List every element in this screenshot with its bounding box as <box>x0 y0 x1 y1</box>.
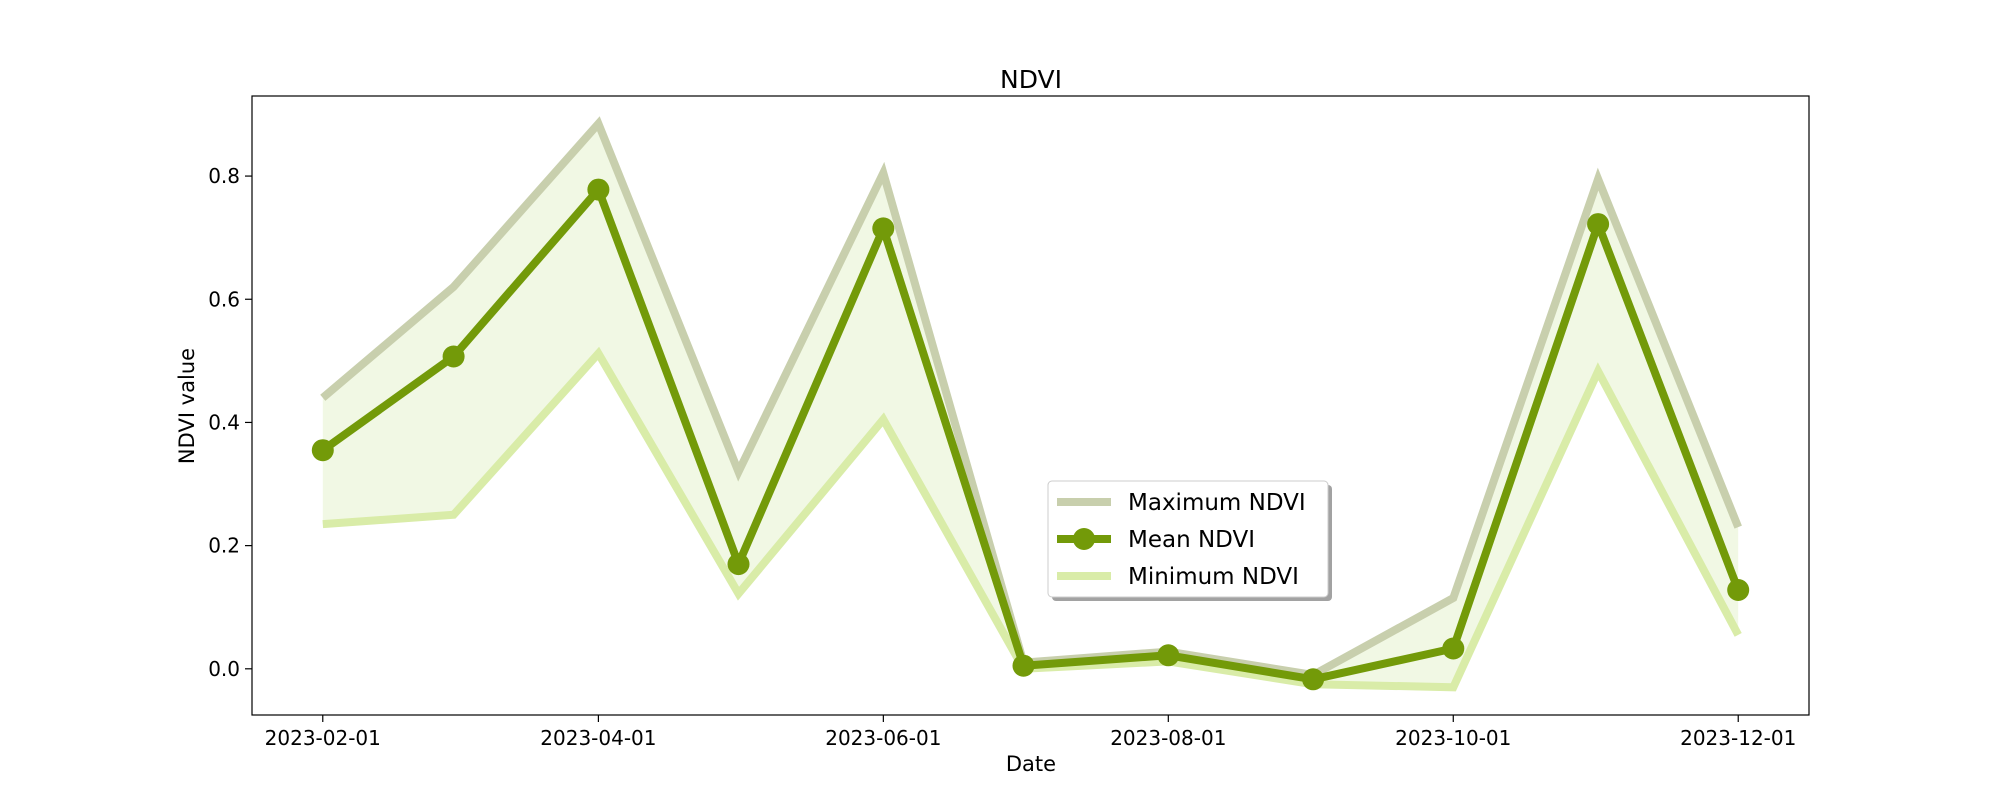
mean-ndvi-point <box>587 178 610 201</box>
legend: Maximum NDVI Mean NDVI Minimum NDVI <box>1047 480 1332 601</box>
y-axis-label: NDVI value <box>175 348 199 464</box>
mean-ndvi-point <box>727 553 750 576</box>
y-tick-label: 0.4 <box>208 410 240 434</box>
plot-frame <box>251 95 1810 716</box>
y-axis: 0.0 0.2 0.4 0.6 0.8 <box>208 164 252 681</box>
legend-box <box>1047 480 1329 598</box>
mean-ndvi-point <box>1727 579 1750 601</box>
mean-ndvi-point <box>442 345 465 368</box>
legend-label-maximum-ndvi: Maximum NDVI <box>1128 490 1306 516</box>
mean-ndvi-point <box>1587 213 1610 236</box>
x-tick-label: 2023-04-01 <box>540 726 656 750</box>
y-tick-label: 0.8 <box>208 164 240 188</box>
x-tick-label: 2023-10-01 <box>1395 726 1511 750</box>
x-tick-label: 2023-06-01 <box>825 726 941 750</box>
mean-ndvi-point <box>872 217 895 240</box>
mean-ndvi-point <box>1302 668 1325 691</box>
mean-ndvi-point <box>1442 637 1465 660</box>
x-axis-label: Date <box>1006 752 1056 776</box>
y-tick-label: 0.0 <box>208 657 240 681</box>
legend-label-mean-ndvi: Mean NDVI <box>1128 527 1255 553</box>
legend-marker-mean-ndvi <box>1073 528 1095 550</box>
x-axis: 2023-02-01 2023-04-01 2023-06-01 2023-08-01… <box>265 715 1796 750</box>
x-tick-label: 2023-08-01 <box>1110 726 1226 750</box>
plot-area <box>311 116 1750 692</box>
mean-ndvi-point <box>311 439 334 462</box>
mean-ndvi-point <box>1157 644 1180 667</box>
y-tick-label: 0.6 <box>208 287 240 311</box>
x-tick-label: 2023-12-01 <box>1680 726 1796 750</box>
legend-label-minimum-ndvi: Minimum NDVI <box>1128 564 1299 590</box>
mean-ndvi-point <box>1012 654 1035 677</box>
chart-title: NDVI <box>1000 65 1062 94</box>
x-tick-label: 2023-02-01 <box>265 726 381 750</box>
y-tick-label: 0.2 <box>208 534 240 558</box>
